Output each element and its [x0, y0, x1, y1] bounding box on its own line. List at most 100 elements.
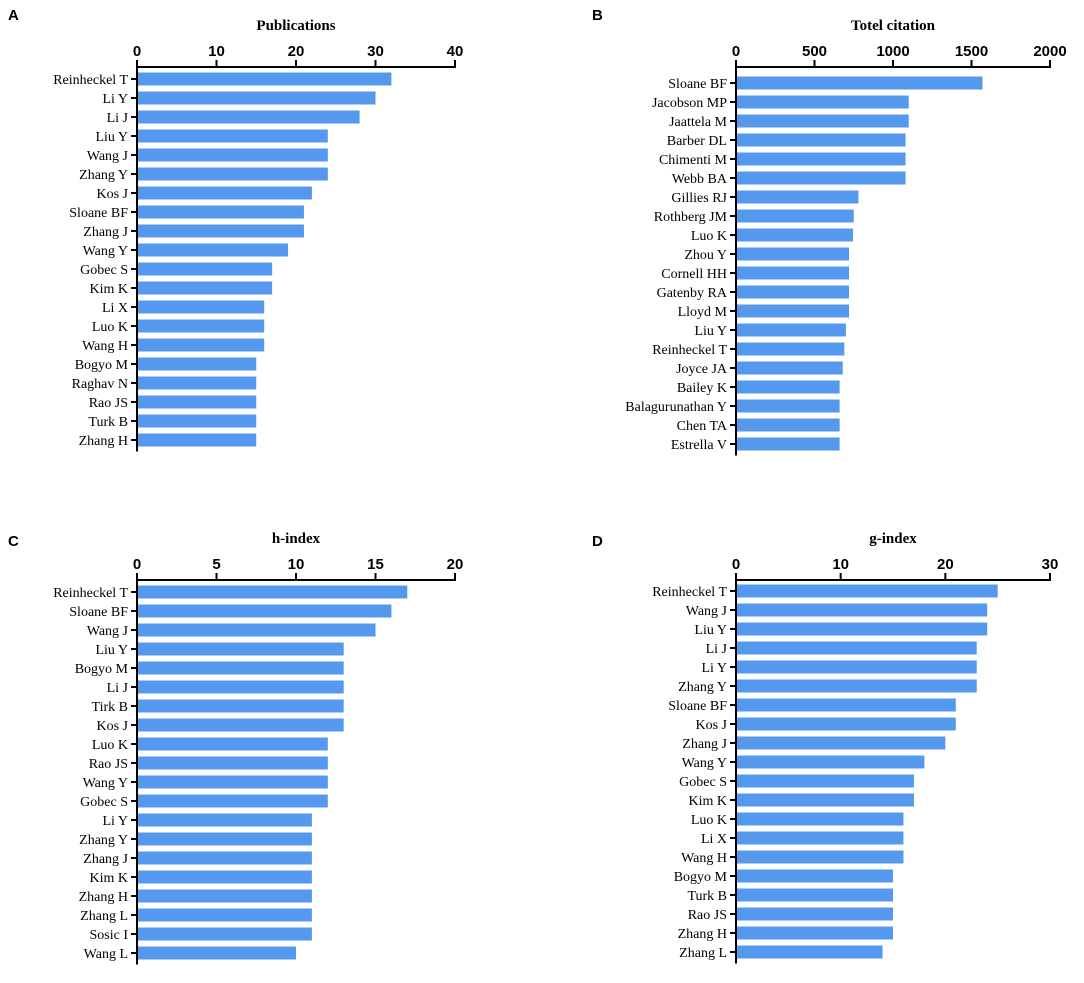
category-label: Chimenti M: [659, 153, 728, 168]
bar: [737, 736, 946, 750]
bar: [737, 190, 859, 204]
category-label: Estrella V: [671, 438, 727, 453]
bar: [737, 755, 925, 769]
bar: [138, 889, 312, 903]
bar: [737, 437, 840, 451]
category-label: Rothberg JM: [654, 210, 728, 225]
bar: [138, 718, 344, 732]
category-label: Reinheckel T: [53, 73, 128, 88]
category-label: Sosic I: [90, 928, 129, 943]
category-label: Kim K: [90, 282, 129, 297]
bar: [737, 152, 906, 166]
category-label: Barber DL: [667, 134, 727, 149]
x-tick-label: 0: [732, 43, 740, 60]
chart-title: Totel citation: [851, 18, 936, 34]
category-label: Zhang H: [79, 890, 128, 905]
category-label: Liu Y: [95, 130, 128, 145]
bar: [138, 148, 328, 162]
category-label: Bogyo M: [75, 358, 129, 373]
category-label: Lloyd M: [678, 305, 728, 320]
category-label: Wang L: [84, 947, 128, 962]
bar: [138, 300, 265, 314]
bar: [138, 186, 312, 200]
category-label: Kos J: [96, 719, 128, 734]
bar: [737, 641, 977, 655]
chart-title: h-index: [272, 531, 321, 547]
chart-panel-a: A Publications 0 10 20 30 40 Reinheckel T Li Y Li…: [8, 7, 463, 452]
category-label: Wang H: [82, 339, 128, 354]
x-tick-label: 10: [288, 556, 305, 573]
x-tick-label: 40: [447, 43, 464, 60]
chart-panel-b: B Totel citation 0 500 1000 1500 2000 Sloane BF…: [592, 7, 1067, 456]
category-label: Li Y: [102, 92, 128, 107]
category-label: Wang Y: [83, 244, 128, 259]
x-tick-label: 2000: [1033, 43, 1066, 60]
bar: [138, 775, 328, 789]
category-label: Liu Y: [694, 623, 727, 638]
category-label: Wang J: [87, 149, 129, 164]
bar: [737, 171, 906, 185]
category-label: Wang Y: [682, 756, 727, 771]
bar: [138, 908, 312, 922]
bar: [737, 133, 906, 147]
category-label: Zhang L: [679, 946, 727, 961]
category-label: Gobec S: [80, 795, 128, 810]
x-tick-label: 20: [447, 556, 464, 573]
bar: [737, 95, 909, 109]
category-label: Turk B: [687, 889, 727, 904]
bar: [737, 622, 988, 636]
category-label: Bailey K: [677, 381, 727, 396]
category-label: Zhang L: [80, 909, 128, 924]
category-label: Luo K: [691, 229, 727, 244]
category-label: Gobec S: [679, 775, 727, 790]
category-label: Tirk B: [92, 700, 128, 715]
x-tick-label: 500: [802, 43, 827, 60]
bar: [737, 850, 904, 864]
bar: [138, 794, 328, 808]
bar: [138, 661, 344, 675]
bar: [737, 247, 850, 261]
chart-title: Publications: [256, 18, 335, 34]
bar: [737, 869, 893, 883]
category-label: Zhang Y: [79, 833, 128, 848]
panel-letter: B: [592, 7, 603, 24]
category-label: Wang H: [681, 851, 727, 866]
bar: [138, 91, 376, 105]
bar: [737, 266, 850, 280]
bar: [138, 395, 257, 409]
category-label: Luo K: [691, 813, 727, 828]
category-label: Luo K: [92, 738, 128, 753]
category-label: Li J: [706, 642, 728, 657]
category-label: Wang Y: [83, 776, 128, 791]
bar: [737, 660, 977, 674]
bar: [737, 361, 843, 375]
bar: [737, 926, 893, 940]
category-label: Reinheckel T: [652, 585, 727, 600]
category-label: Li X: [701, 832, 727, 847]
category-label: Liu Y: [694, 324, 727, 339]
category-label: Reinheckel T: [53, 586, 128, 601]
category-label: Zhou Y: [684, 248, 727, 263]
bar: [138, 205, 304, 219]
category-label: Rao JS: [688, 908, 727, 923]
category-label: Sloane BF: [69, 605, 128, 620]
x-tick-label: 30: [1042, 556, 1059, 573]
bar: [138, 832, 312, 846]
bar: [138, 813, 312, 827]
bar: [737, 114, 909, 128]
x-tick-label: 30: [367, 43, 384, 60]
bar: [737, 380, 840, 394]
bar: [737, 584, 998, 598]
bar: [138, 414, 257, 428]
category-label: Rao JS: [89, 757, 128, 772]
bar: [737, 603, 988, 617]
bar: [737, 831, 904, 845]
category-label: Luo K: [92, 320, 128, 335]
category-label: Reinheckel T: [652, 343, 727, 358]
category-label: Li Y: [102, 814, 128, 829]
bar: [138, 737, 328, 751]
bar: [138, 110, 360, 124]
category-label: Zhang Y: [678, 680, 727, 695]
